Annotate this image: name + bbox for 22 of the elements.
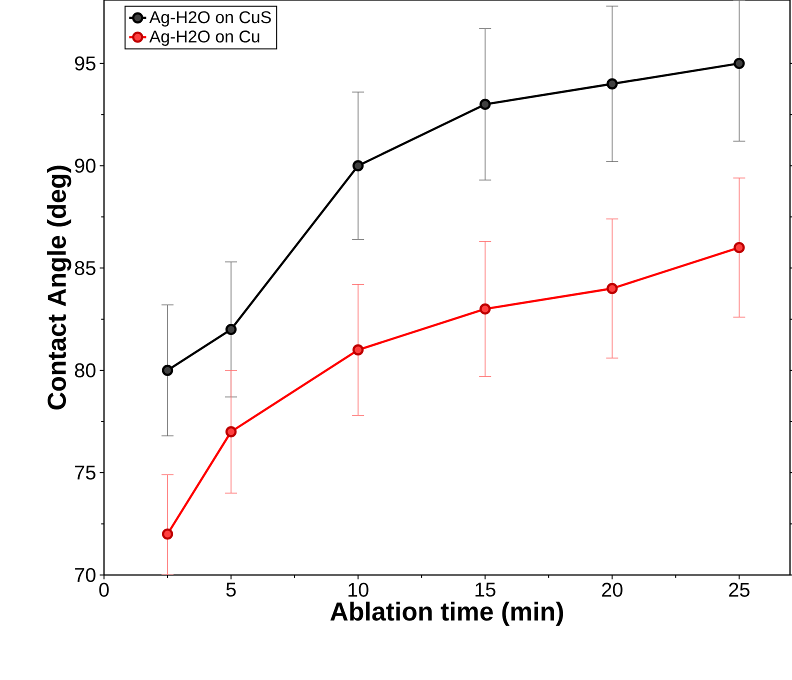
point [606,78,618,90]
point [480,98,491,110]
y-tick-label: 80 [74,363,96,378]
point [352,160,364,172]
x-tick-label: 0 [99,582,109,597]
point [734,58,745,70]
x-tick-label: 5 [226,582,236,597]
x-tick-label: 20 [602,582,622,597]
y-tick-label: 70 [75,568,96,582]
y-tick-label: 95 [75,56,96,70]
legend-label: Ag-H2O on Cu [149,30,260,46]
point [225,324,237,336]
y-axis-title: Contact Angle (deg) [46,166,72,410]
x-axis-title: Ablation time (min) [330,602,563,626]
x-tick-label: 15 [476,582,496,597]
y-tick-label: 90 [75,158,96,173]
legend-label: Ag-H2O on CuS [149,11,271,27]
y-tick-label: 85 [74,260,96,276]
point [162,364,174,376]
x-tick-label: 25 [729,582,750,597]
y-tick-label: 75 [75,466,96,480]
x-tick-label: 10 [348,582,368,597]
